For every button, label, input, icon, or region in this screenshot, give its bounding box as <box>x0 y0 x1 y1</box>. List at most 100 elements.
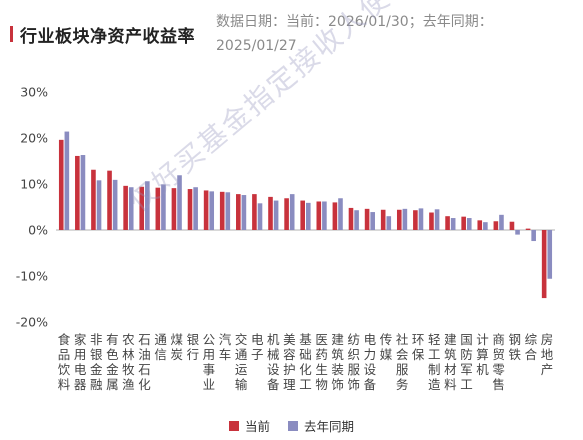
title-accent-bar <box>10 26 13 42</box>
chart-legend: 当前 去年同期 <box>0 416 583 435</box>
bar-current <box>541 230 547 299</box>
bar-previous <box>161 184 166 230</box>
bar-previous <box>531 230 536 242</box>
bar-previous <box>193 187 198 230</box>
chart-title: 行业板块净资产收益率 <box>20 27 195 47</box>
y-tick-label: -20% <box>16 315 48 330</box>
bar-current <box>91 169 96 230</box>
bar-previous <box>177 175 182 230</box>
x-category-label: 商贸零售 <box>492 332 505 392</box>
bar-current <box>316 201 322 230</box>
chart-subtitle: 数据日期：当前：2026/01/30；去年同期：2025/01/27 <box>216 14 493 54</box>
bar-previous <box>322 201 327 230</box>
x-category-label: 传媒 <box>380 332 393 362</box>
bar-previous <box>402 208 408 230</box>
bar-previous <box>370 212 375 230</box>
bar-previous <box>434 209 440 230</box>
bar-current <box>219 191 225 230</box>
x-category-label: 建筑装饰 <box>331 332 344 392</box>
x-category-label: 轻工制造 <box>428 332 441 392</box>
bar-current <box>461 216 466 230</box>
x-category-label: 美容护理 <box>283 332 296 392</box>
x-category-label: 社会服务 <box>396 332 409 392</box>
bar-current <box>155 187 161 230</box>
x-category-label: 电力设备 <box>364 332 377 392</box>
bar-previous <box>499 214 504 230</box>
bar-current <box>139 186 145 230</box>
x-category-label: 机械设备 <box>267 332 280 392</box>
x-category-label: 石油石化 <box>138 332 151 392</box>
bar-previous <box>386 216 392 230</box>
chart-plot-area: 30% 20% 10% 0% -10% -20% 食品饮料家用电器非银金融有色金属农林牧渔石… <box>16 85 555 392</box>
bar-previous <box>450 218 456 230</box>
bar-current <box>75 155 80 230</box>
bar-current <box>187 189 193 230</box>
bar-previous <box>418 208 424 230</box>
x-category-label: 家用电器 <box>74 332 87 392</box>
x-category-label: 有色金属 <box>106 332 119 392</box>
bar-previous <box>547 230 553 279</box>
bar-previous <box>145 181 150 230</box>
bar-current <box>493 221 499 230</box>
bar-current <box>364 208 370 230</box>
bar-current <box>477 220 483 230</box>
bar-previous <box>338 198 343 230</box>
x-category-label: 汽车 <box>219 332 232 362</box>
bar-current <box>107 170 112 230</box>
x-category-label: 钢铁 <box>509 332 522 362</box>
bar-current <box>252 194 257 230</box>
bar-current <box>332 202 338 230</box>
bar-current <box>284 198 289 230</box>
bar-current <box>396 209 402 230</box>
bar-current <box>236 194 241 230</box>
bar-previous <box>80 155 86 230</box>
x-category-label: 银行 <box>187 332 200 362</box>
bar-current <box>171 188 177 230</box>
legend-label-previous: 去年同期 <box>304 419 355 434</box>
bar-current <box>123 185 128 230</box>
x-category-label: 煤炭 <box>170 332 183 362</box>
bar-current <box>268 196 273 230</box>
x-category-label: 食品饮料 <box>58 332 71 392</box>
x-category-label: 公用事业 <box>203 332 216 392</box>
bar-previous <box>257 203 263 230</box>
x-category-label: 房地产 <box>541 332 554 377</box>
x-category-label: 非银金融 <box>90 332 103 392</box>
x-category-label: 农林牧渔 <box>122 332 135 392</box>
x-category-label: 纺织服饰 <box>348 332 361 392</box>
bar-current <box>300 200 305 230</box>
bar-current <box>348 207 354 230</box>
bar-previous <box>483 222 488 230</box>
bar-previous <box>273 200 279 230</box>
x-category-label: 建筑材料 <box>444 332 457 392</box>
y-tick-label: 20% <box>20 131 48 146</box>
x-category-label: 基础化工 <box>299 332 312 392</box>
legend-item-previous: 去年同期 <box>288 416 354 435</box>
bar-current <box>509 221 515 230</box>
bar-previous <box>128 187 134 230</box>
bar-previous <box>241 195 247 230</box>
bar-previous <box>112 179 118 230</box>
y-tick-label: 0% <box>28 223 48 238</box>
x-category-label: 电子 <box>251 332 264 362</box>
legend-label-current: 当前 <box>244 419 270 434</box>
bar-current <box>445 216 450 230</box>
x-category-label: 医药生物 <box>315 332 328 392</box>
bar-previous <box>96 180 102 230</box>
y-tick-label: 10% <box>20 177 48 192</box>
bar-previous <box>225 192 231 230</box>
x-category-label: 综合 <box>525 332 538 362</box>
x-category-label: 国防军工 <box>460 332 473 392</box>
x-category-label: 环保 <box>412 332 425 362</box>
bar-previous <box>64 131 70 230</box>
bar-current <box>413 210 418 230</box>
x-category-label: 计算机 <box>476 332 489 377</box>
legend-item-current: 当前 <box>228 416 270 435</box>
bar-previous <box>209 191 215 230</box>
x-category-label: 交通运输 <box>235 332 248 392</box>
bar-previous <box>466 218 472 230</box>
bar-previous <box>306 202 311 230</box>
y-tick-label: -10% <box>16 269 48 284</box>
legend-swatch-current <box>228 420 239 431</box>
x-category-label: 通信 <box>154 332 167 362</box>
